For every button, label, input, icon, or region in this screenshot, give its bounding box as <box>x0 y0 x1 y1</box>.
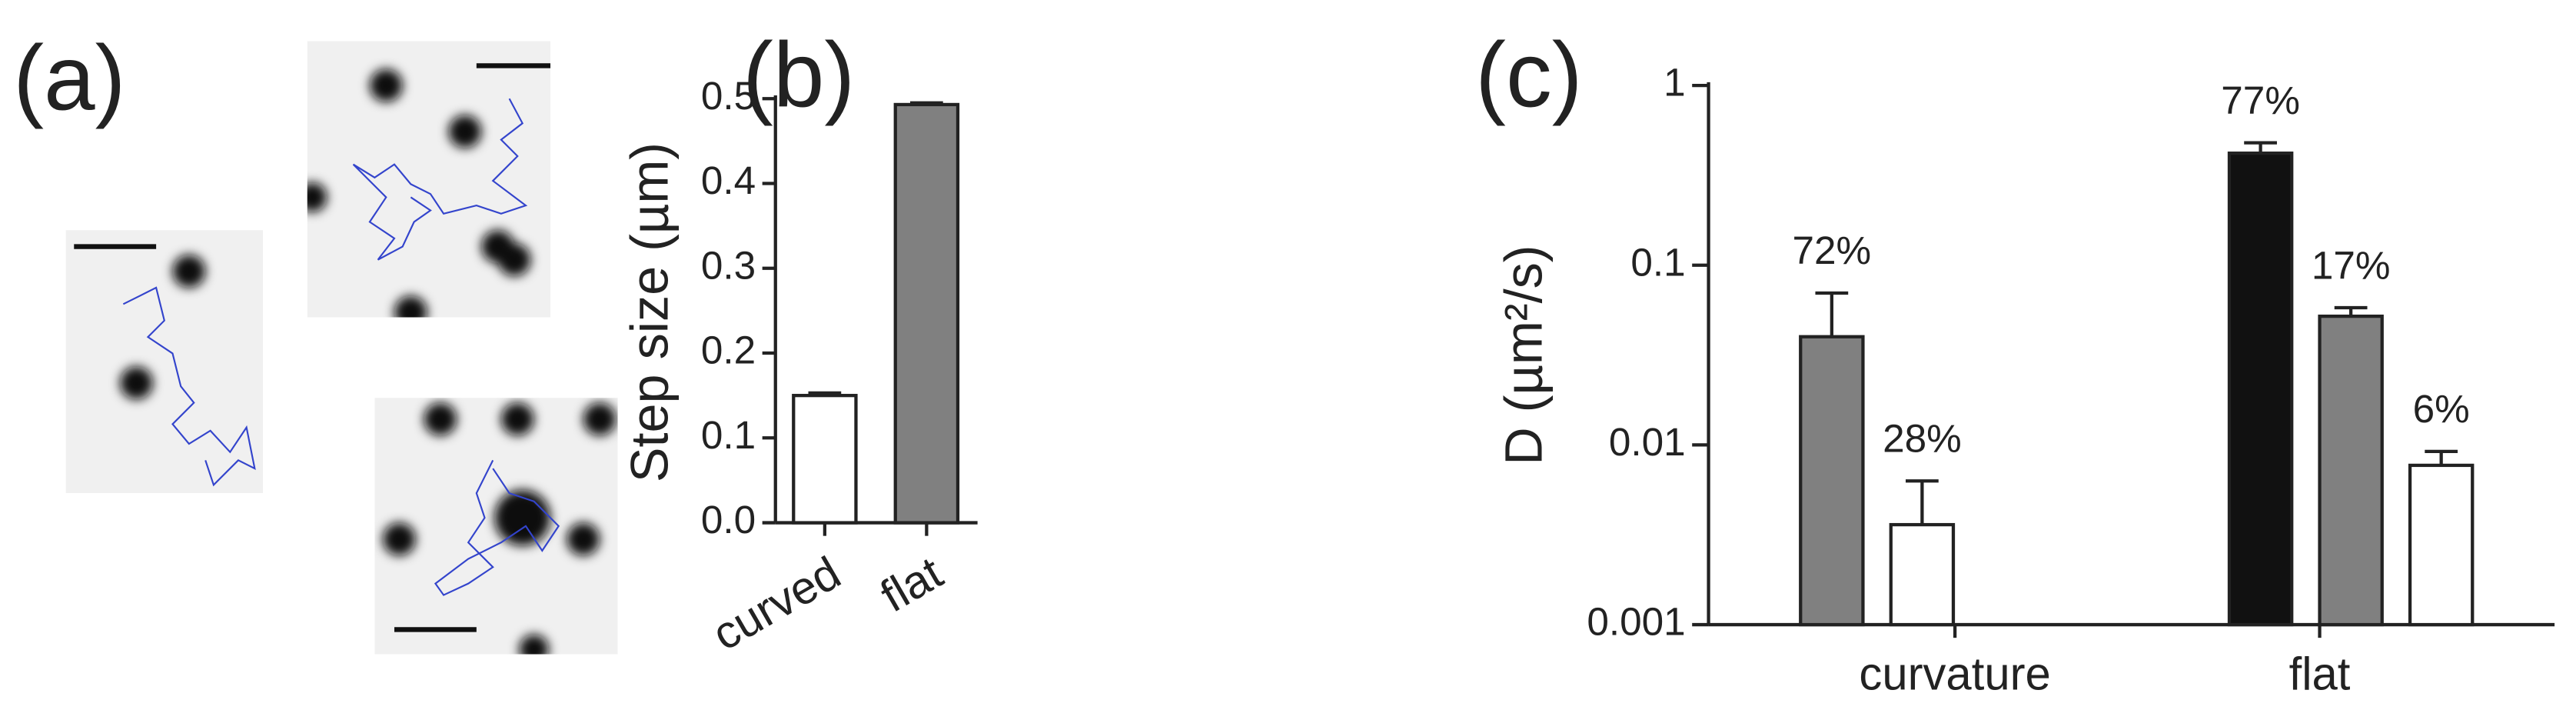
y-tick-label: 0.3 <box>701 243 756 287</box>
percent-label: 72% <box>1793 228 1872 272</box>
y-tick-label: 0.001 <box>1587 600 1685 644</box>
percent-label: 17% <box>2312 243 2391 287</box>
panel-label: (a) <box>13 28 125 130</box>
y-tick-label: 0.1 <box>701 413 756 457</box>
y-axis-label: Step size (µm) <box>621 142 680 482</box>
y-tick-label: 0.5 <box>701 74 756 118</box>
y-tick-label: 0.4 <box>701 158 756 202</box>
x-tick-label: curvature <box>1859 648 2050 699</box>
y-tick-label: 0.1 <box>1630 240 1685 284</box>
x-tick-label: flat <box>2289 648 2351 699</box>
panel-label: (c) <box>1475 24 1583 126</box>
percent-label: 28% <box>1883 417 1962 461</box>
bar <box>1889 522 1956 627</box>
percent-label: 6% <box>2413 387 2470 431</box>
y-tick-label: 0.2 <box>701 328 756 372</box>
y-axis-label: D (µm²/s) <box>1495 245 1554 465</box>
x-tick-label: flat <box>872 546 951 622</box>
y-tick-label: 0.01 <box>1609 420 1686 464</box>
bar <box>792 394 858 525</box>
panel-label: (b) <box>743 24 855 126</box>
x-tick-label: curved <box>703 547 849 661</box>
micrograph <box>374 398 618 655</box>
bar <box>893 102 960 525</box>
y-tick-label: 1 <box>1664 61 1686 105</box>
bar <box>2318 314 2384 627</box>
bar <box>2408 463 2475 627</box>
percent-label: 77% <box>2221 78 2300 122</box>
bar <box>1799 335 1865 627</box>
bar <box>2227 152 2294 627</box>
micrograph <box>307 41 550 318</box>
micrograph <box>65 230 264 494</box>
y-tick-label: 0.0 <box>701 498 756 542</box>
